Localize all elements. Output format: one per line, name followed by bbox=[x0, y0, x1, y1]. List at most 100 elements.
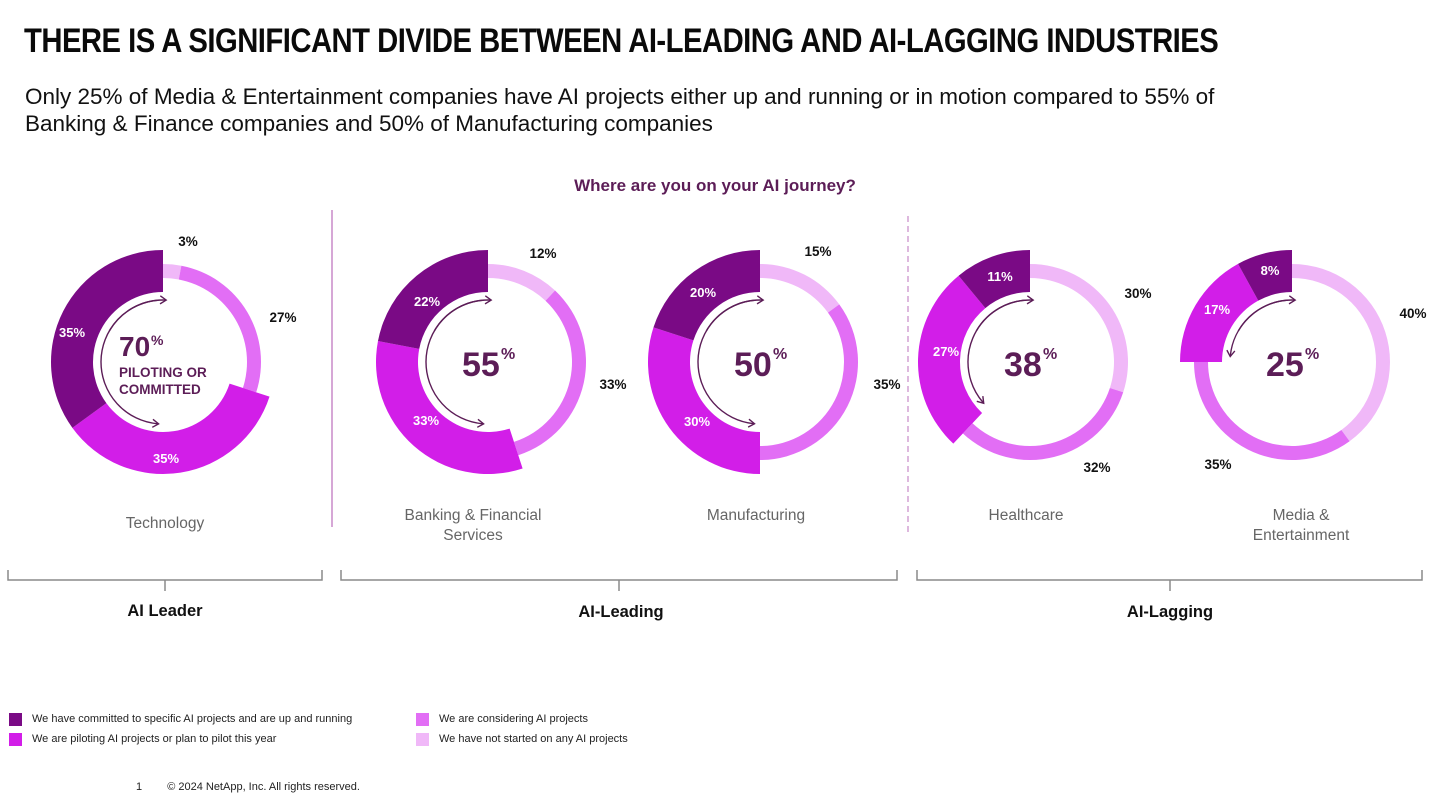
page-number: 1 bbox=[136, 781, 143, 793]
legend-swatch-considering bbox=[416, 712, 429, 726]
donut-segment-piloting bbox=[375, 341, 523, 475]
page-subtitle: Only 25% of Media & Entertainment compan… bbox=[25, 84, 1215, 136]
donut-segment-piloting bbox=[917, 275, 986, 444]
industry-label-manufacturing: Manufacturing bbox=[646, 506, 866, 526]
data-label-considering: 32% bbox=[1083, 460, 1110, 475]
donut-segment-committed bbox=[958, 250, 1030, 309]
donut-media-entertainment: 25 % 8% 17% 40% 35% bbox=[1180, 250, 1427, 472]
arrow-icon bbox=[108, 295, 168, 332]
data-label-committed: 35% bbox=[59, 325, 85, 340]
group-bracket bbox=[340, 570, 898, 591]
copyright: © 2024 NetApp, Inc. All rights reserved. bbox=[167, 781, 360, 793]
legend-swatch-not-started bbox=[416, 732, 429, 746]
data-label-not-started: 15% bbox=[804, 244, 831, 259]
donut-healthcare: 38 % 11% 27% 30% 32% bbox=[917, 250, 1152, 475]
data-label-not-started: 40% bbox=[1399, 306, 1426, 321]
industry-name-line-2: Entertainment bbox=[1252, 527, 1350, 544]
donut-segment-considering bbox=[1194, 362, 1350, 460]
data-label-committed: 11% bbox=[987, 269, 1013, 284]
donut-segment-not-started bbox=[1292, 264, 1390, 442]
legend-item-piloting: We are piloting AI projects or plan to p… bbox=[9, 729, 352, 749]
industry-label-healthcare: Healthcare bbox=[916, 506, 1136, 526]
legend-item-committed: We have committed to specific AI project… bbox=[9, 709, 352, 729]
industry-label-media: Media & Entertainment bbox=[1191, 506, 1411, 546]
footer: 1 © 2024 NetApp, Inc. All rights reserve… bbox=[136, 781, 382, 793]
legend-label: We are considering AI projects bbox=[439, 713, 588, 725]
data-label-committed: 22% bbox=[414, 294, 440, 309]
donut-segment-considering bbox=[178, 265, 262, 393]
donut-technology: 70 % PILOTING OR COMMITTED 35% 35% 3% 27% bbox=[51, 234, 297, 474]
donut-segment-not-started bbox=[488, 264, 556, 301]
industry-name-line-2: Services bbox=[443, 527, 503, 544]
legend-column-1: We have committed to specific AI project… bbox=[9, 709, 352, 749]
legend-item-considering: We are considering AI projects bbox=[416, 709, 628, 729]
center-value: 25 bbox=[1266, 346, 1304, 384]
donut-manufacturing: 50 % 20% 30% 15% 35% bbox=[648, 244, 901, 474]
arrow-icon bbox=[433, 295, 493, 332]
industry-name-line-1: Media & bbox=[1272, 507, 1330, 524]
data-label-not-started: 12% bbox=[529, 246, 556, 261]
center-caption: COMMITTED bbox=[119, 382, 201, 397]
center-value-suffix: % bbox=[1043, 346, 1057, 363]
donut-banking-financial-services: 55 % 22% 33% 12% 33% bbox=[375, 246, 627, 475]
data-label-piloting: 33% bbox=[413, 413, 439, 428]
data-label-committed: 20% bbox=[690, 285, 716, 300]
data-label-piloting: 30% bbox=[684, 414, 710, 429]
data-label-considering: 27% bbox=[269, 310, 296, 325]
industry-name-line-1: Banking & Financial bbox=[404, 507, 542, 524]
center-value: 70 bbox=[119, 331, 150, 362]
arrow-icon bbox=[705, 295, 765, 332]
group-label-ai-leading: AI-Leading bbox=[578, 603, 664, 621]
legend-swatch-piloting bbox=[9, 732, 22, 746]
center-value: 55 bbox=[462, 346, 500, 384]
donut-segment-piloting bbox=[1180, 263, 1259, 362]
donut-segment-piloting bbox=[648, 327, 760, 474]
center-caption: PILOTING OR bbox=[119, 365, 207, 380]
donut-segment-piloting bbox=[72, 383, 270, 474]
center-value: 50 bbox=[734, 346, 772, 384]
industry-label-banking: Banking & Financial Services bbox=[363, 506, 583, 546]
center-value-suffix: % bbox=[1305, 346, 1319, 363]
industry-name: Healthcare bbox=[988, 507, 1064, 524]
data-label-committed: 8% bbox=[1261, 263, 1280, 278]
data-label-not-started: 30% bbox=[1124, 286, 1151, 301]
group-label-ai-lagging: AI-Lagging bbox=[1126, 603, 1214, 621]
donut-segment-committed bbox=[377, 250, 488, 349]
group-bracket bbox=[7, 570, 323, 591]
donut-segment-not-started bbox=[1030, 264, 1128, 393]
donut-segment-committed bbox=[653, 250, 760, 341]
chart-title: Where are you on your AI journey? bbox=[574, 176, 856, 195]
group-label-ai-leader: AI Leader bbox=[127, 602, 203, 620]
legend-label: We have not started on any AI projects bbox=[439, 733, 628, 745]
donut-segment-not-started bbox=[760, 264, 840, 313]
data-label-piloting: 35% bbox=[153, 451, 179, 466]
data-label-piloting: 17% bbox=[1204, 302, 1230, 317]
center-value-suffix: % bbox=[773, 346, 787, 363]
legend-label: We are piloting AI projects or plan to p… bbox=[32, 733, 277, 745]
arrow-icon bbox=[1237, 295, 1297, 332]
donut-segment-considering bbox=[962, 387, 1124, 461]
donut-segment-considering bbox=[513, 290, 586, 456]
arrow-icon bbox=[975, 295, 1035, 332]
center-value-suffix: % bbox=[151, 332, 164, 348]
data-label-not-started: 3% bbox=[178, 234, 198, 249]
legend-label: We have committed to specific AI project… bbox=[32, 713, 353, 725]
legend-column-2: We are considering AI projects We have n… bbox=[416, 709, 628, 749]
data-label-considering: 35% bbox=[873, 377, 900, 392]
donut-segment-committed bbox=[51, 250, 163, 428]
industry-name: Technology bbox=[125, 515, 205, 532]
industry-label-technology: Technology bbox=[55, 514, 275, 534]
center-value: 38 bbox=[1004, 346, 1042, 384]
data-label-piloting: 27% bbox=[933, 344, 959, 359]
group-bracket bbox=[916, 570, 1423, 591]
donut-segment-not-started bbox=[163, 264, 182, 280]
data-label-considering: 33% bbox=[599, 377, 626, 392]
industry-name: Manufacturing bbox=[706, 507, 806, 524]
legend-swatch-committed bbox=[9, 712, 22, 726]
page-title: THERE IS A SIGNIFICANT DIVIDE BETWEEN AI… bbox=[24, 22, 1219, 60]
data-label-considering: 35% bbox=[1204, 457, 1231, 472]
donut-segment-committed bbox=[1238, 250, 1292, 301]
center-value-suffix: % bbox=[501, 346, 515, 363]
legend-item-not-started: We have not started on any AI projects bbox=[416, 729, 628, 749]
